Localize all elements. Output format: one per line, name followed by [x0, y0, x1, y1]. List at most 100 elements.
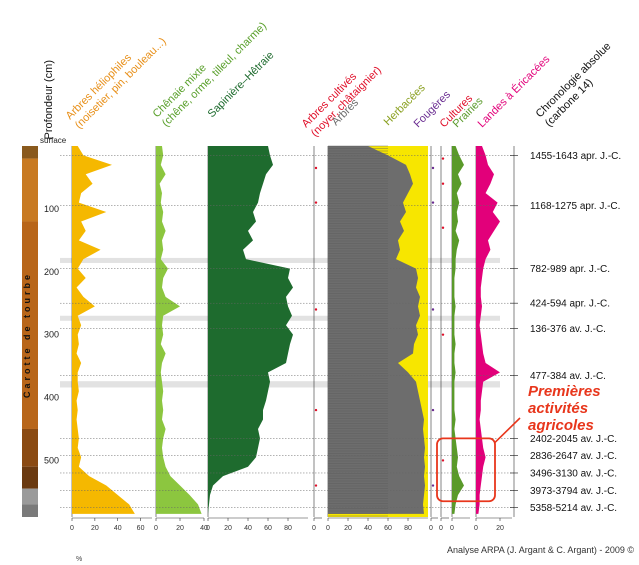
panel-ticks: 0 20 40 60 80 — [326, 517, 428, 532]
panel-title-sapiniere: Sapinière–Hêtraie — [206, 49, 277, 120]
trace-dot — [431, 308, 435, 311]
tick-label: 40 — [114, 525, 122, 532]
chronology-date-label: 2836-2647 av. J.-C. — [530, 451, 617, 462]
trace-dot — [431, 201, 435, 204]
tick-label: 20 — [344, 525, 352, 532]
depth-tick-label: 500 — [44, 455, 59, 465]
panel-arbres_herbacees: 0 20 40 60 80 — [326, 145, 428, 532]
panel-chenaie: 0 20 40 — [154, 146, 208, 532]
tick-label: 40 — [364, 525, 372, 532]
depth-axis-title: Profondeur (cm) — [43, 60, 55, 139]
core-segment — [22, 504, 38, 517]
chronology-date-label: 1455-1643 apr. J.-C. — [530, 151, 621, 162]
annotation-line: activités — [528, 400, 588, 417]
panels-layer: 0 20 40 60 0 20 400 20 40 60 80 0 0 20 40 60 80 0 0 0 0 20 — [70, 145, 512, 532]
panel-ticks: 0 — [429, 517, 438, 532]
chronology-date-label: 424-594 apr. J.-C. — [530, 299, 610, 310]
panel-title-heliophiles: Arbres héliophiles(noisetier, pin, boule… — [64, 26, 169, 131]
trace-dot — [441, 226, 445, 229]
panel-title-cultives: Arbres cultivés(noyer, châtaignier) — [300, 55, 384, 139]
tick-label: 0 — [312, 525, 316, 532]
trace-dot — [314, 408, 318, 412]
core-label: Carotte de tourbe — [22, 272, 32, 398]
arbres-area — [328, 146, 425, 514]
panel-cultives: 0 — [312, 146, 322, 532]
panel-heliophiles: 0 20 40 60 — [70, 146, 152, 532]
tick-label: 20 — [91, 525, 99, 532]
hiatus-band — [60, 381, 500, 388]
tick-label: 20 — [496, 525, 504, 532]
depth-tick-label: 100 — [44, 204, 59, 214]
series-area-landes — [476, 146, 500, 514]
chronology-column: Chronologie absolue(carbone 14) 1455-1643… — [510, 40, 623, 517]
tick-label: 40 — [244, 525, 252, 532]
trace-dot — [314, 308, 318, 311]
trace-dot — [431, 408, 435, 412]
panel-sapiniere: 0 20 40 60 80 — [206, 146, 308, 532]
title-line: Chronologie absolue — [534, 40, 614, 120]
depth-axis: Profondeur (cm)surface 100 200 300 400 500 — [40, 60, 67, 465]
title-layer: Arbres héliophiles(noisetier, pin, boule… — [64, 20, 553, 139]
panel-ticks: 0 20 40 60 80 — [206, 517, 308, 532]
tick-label: 0 — [326, 525, 330, 532]
annotation-box — [436, 437, 496, 503]
tick-label: 60 — [264, 525, 272, 532]
chronology-date-label: 2402-2045 av. J.-C. — [530, 434, 617, 445]
panel-ticks: 0 — [312, 517, 322, 532]
trace-dot — [314, 166, 318, 170]
tick-label: 0 — [154, 525, 158, 532]
core-segment — [22, 146, 38, 159]
trace-dot — [431, 484, 435, 487]
tick-label: 80 — [284, 525, 292, 532]
panel-ticks: 0 20 40 60 — [70, 517, 152, 532]
chronology-date-label: 3973-3794 av. J.-C. — [530, 486, 617, 497]
tick-label: 0 — [429, 525, 433, 532]
chronology-date-label: 3496-3130 av. J.-C. — [530, 468, 617, 479]
tick-label: 0 — [450, 525, 454, 532]
percent-unit: % — [76, 556, 82, 563]
core-segment — [22, 488, 38, 505]
panel-ticks: 0 — [450, 517, 470, 532]
panel-prairies: 0 — [450, 146, 470, 532]
surface-label: surface — [40, 136, 67, 145]
trace-dot — [441, 157, 445, 160]
title-line: Sapinière–Hêtraie — [206, 49, 277, 120]
title-line: (noisetier, pin, bouleau...) — [73, 35, 169, 131]
chronology-title: Chronologie absolue(carbone 14) — [534, 40, 623, 129]
panel-ticks: 0 20 — [474, 517, 512, 532]
series-area-prairies — [452, 146, 464, 514]
series-area-chenaie — [156, 146, 202, 514]
depth-tick-label: 400 — [44, 393, 59, 403]
panel-ticks: 0 20 40 — [154, 517, 208, 532]
trace-dot — [441, 182, 445, 185]
tick-label: 80 — [404, 525, 412, 532]
annotation-line: agricoles — [528, 417, 594, 434]
tick-label: 20 — [176, 525, 184, 532]
panel-fougeres: 0 — [429, 146, 438, 532]
hiatus-band — [60, 257, 500, 263]
annotation-arrow — [494, 417, 521, 443]
core-segment — [22, 221, 38, 429]
credit-text: Analyse ARPA (J. Argant & C. Argant) - 2… — [447, 545, 634, 555]
panel-ticks: 0 — [439, 517, 449, 532]
tick-label: 0 — [439, 525, 443, 532]
chronology-date-label: 782-989 apr. J.-C. — [530, 264, 610, 275]
annotation-line: Premières — [528, 383, 601, 400]
depth-tick-label: 200 — [44, 267, 59, 277]
chronology-date-label: 1168-1275 apr. J.-C. — [530, 201, 620, 212]
trace-dot — [314, 484, 318, 487]
series-area-heliophiles — [72, 146, 135, 514]
trace-dot — [314, 201, 318, 204]
trace-dot — [431, 166, 435, 170]
depth-tick-label: 300 — [44, 330, 59, 340]
chronology-date-label: 5358-5214 av. J.-C. — [530, 503, 617, 514]
core-segment — [22, 428, 38, 467]
tick-label: 0 — [474, 525, 478, 532]
core-segment — [22, 466, 38, 489]
series-area-sapiniere — [208, 146, 293, 514]
dashed-levels — [60, 155, 514, 508]
chronology-date-label: 477-384 av. J.-C. — [530, 371, 606, 382]
trace-dot — [441, 459, 445, 462]
tick-label: 0 — [70, 525, 74, 532]
